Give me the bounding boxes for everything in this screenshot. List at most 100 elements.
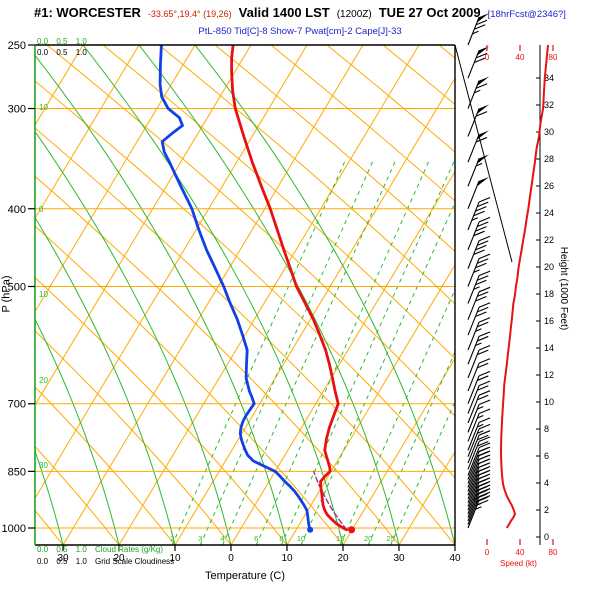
wind-barb-full [478, 473, 491, 480]
speed-tick-label-top: 0 [485, 53, 490, 62]
pressure-tick-label: 300 [8, 104, 26, 116]
wind-barb-full [475, 19, 488, 26]
wind-barb-staff [467, 482, 480, 511]
wind-barb-half [472, 30, 479, 35]
dry-adiabat-line [35, 127, 455, 545]
wind-barb-full [478, 196, 491, 203]
wind-barb-staff [467, 434, 480, 464]
wind-barb-full [478, 484, 491, 490]
height-axis-label: Height (1000 Feet) [558, 246, 570, 331]
isotherm-line [286, 264, 455, 545]
wind-barb-full [478, 458, 491, 464]
wind-barb-staff [467, 307, 480, 336]
speed-axis-label: Speed (kt) [500, 559, 537, 568]
height-tick-label: 18 [544, 289, 554, 299]
wind-barb-full [478, 216, 491, 223]
wind-barb-full [473, 210, 485, 217]
wind-barb-staff [467, 422, 480, 451]
height-tick-label: 26 [544, 181, 554, 191]
wind-barb-full [477, 375, 489, 381]
mixing-ratio-line [222, 159, 397, 545]
mixing-ratio-label: 2 [170, 534, 174, 543]
valid-time-z: (1200Z) [336, 9, 372, 20]
wind-barb-staff [467, 463, 480, 492]
mixing-ratio-line [280, 159, 455, 545]
wind-barb-staff [467, 459, 480, 488]
wind-barb-full [478, 480, 491, 487]
mixing-ratio-label: 10 [297, 534, 305, 543]
height-tick-label: 6 [544, 451, 549, 461]
wind-barb-full [478, 423, 491, 430]
wind-barb-half [477, 405, 484, 410]
wind-barb-full [478, 380, 491, 387]
height-tick-label: 16 [544, 316, 554, 326]
wind-barb-full [473, 230, 485, 237]
valid-time: Valid 1400 LST [238, 5, 330, 20]
wind-barb-full [475, 136, 488, 143]
wind-speed-curve [500, 44, 549, 529]
wind-barb-full [477, 499, 489, 506]
wind-barb-full [478, 345, 491, 351]
wind-barb-staff [467, 478, 480, 507]
forecast-tag: [18hrFcst@2346?] [487, 9, 566, 20]
wind-barb-full [478, 331, 491, 337]
wind-barb-full [474, 57, 486, 64]
wind-barb-staff [467, 404, 480, 433]
cloudiness-scale-top: 0.0 0.5 1.0 [37, 48, 87, 57]
wind-barb-full [478, 302, 491, 308]
wind-barb-half [477, 415, 484, 419]
wind-barb-half [473, 286, 480, 290]
valid-date: TUE 27 Oct 2009 [378, 5, 481, 20]
wind-barb-full [478, 370, 491, 377]
wind-barb-staff [467, 455, 480, 484]
moist-adiabat-label: 20 [39, 376, 48, 385]
mixing-ratio-label: 3 [198, 534, 202, 543]
dry-adiabat-line [102, 45, 455, 360]
dry-adiabat-line [326, 45, 455, 153]
pressure-axis-label: P (hPa) [0, 275, 13, 313]
temperature-tick-label: 20 [113, 553, 125, 564]
moist-adiabat-label: 10 [39, 103, 48, 112]
chart-header: #1: WORCESTER -33.65°,19.4° (19,26) Vali… [34, 5, 566, 20]
wind-barb-full [474, 24, 486, 30]
wind-barb-staff [467, 499, 480, 529]
wind-barb-half [475, 328, 482, 332]
wind-barb-full [477, 385, 489, 391]
wind-barb-full [478, 286, 491, 293]
wind-barb-full [478, 488, 491, 494]
wind-barb-half [473, 269, 480, 273]
wind-barb-full [477, 349, 489, 356]
surface-temperature-dot [348, 526, 356, 534]
wind-barb-full [477, 258, 489, 264]
mixing-ratio-line [339, 288, 455, 545]
temperature-tick-label: 10 [169, 553, 181, 564]
isotherm-line [174, 77, 455, 545]
temperature-tick-label: 40 [449, 553, 461, 564]
temperature-curve [230, 45, 349, 532]
speed-tick-label-bottom: 0 [485, 548, 490, 557]
wind-barb-full [477, 291, 489, 297]
height-tick-label: 2 [544, 505, 549, 515]
background-grid [35, 45, 455, 545]
wind-barb-full [478, 469, 491, 476]
wind-barb-full [475, 52, 488, 59]
wind-barb-full [477, 434, 489, 441]
isotherm-line [230, 170, 455, 545]
speed-tick-label-bottom: 40 [516, 548, 525, 557]
wind-barb-staff [467, 413, 480, 442]
cloud-rate-scale-bottom: 0.0 0.5 1.0 [37, 545, 87, 554]
dry-adiabat-line [158, 45, 455, 305]
wind-barb-staff [467, 291, 480, 320]
temperature-axis-label: Temperature (C) [204, 570, 286, 582]
dry-adiabat-line [35, 386, 176, 545]
wind-barb-full [478, 235, 491, 242]
moist-adiabat-line [35, 216, 176, 545]
mixing-ratio-label: 25 [386, 534, 394, 543]
wind-barb-full [477, 362, 489, 369]
isotherm-line [62, 45, 364, 545]
wind-barb-full [475, 295, 487, 302]
dry-adiabat-line [270, 45, 455, 202]
wind-barb-staff [467, 336, 480, 365]
height-tick-label: 28 [544, 154, 554, 164]
